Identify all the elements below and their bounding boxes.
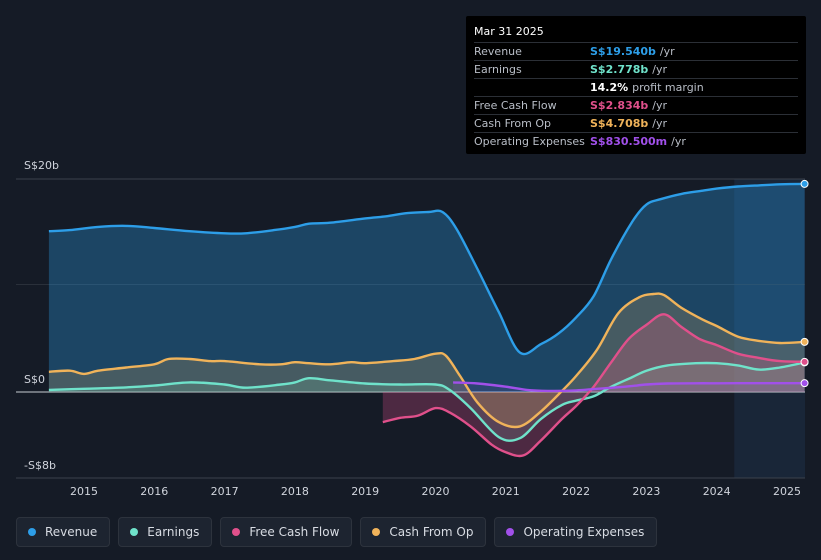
series-areas [48,183,805,457]
tooltip-value: S$2.778b [590,63,649,76]
legend-label: Free Cash Flow [249,525,340,539]
legend-label: Cash From Op [389,525,474,539]
free-cash-flow-line [382,313,805,458]
tooltip-unit: /yr [671,135,686,148]
x-tick-label: 2020 [422,485,450,498]
earnings-line [48,361,805,442]
tooltip-unit: /yr [659,45,675,58]
tooltip-unit: /yr [652,63,667,76]
tooltip-row-free-cash-flow: Free Cash Flow S$2.834b /yr [474,96,798,114]
highlight-region [734,179,805,478]
revenue-line [48,182,805,356]
tooltip-label: Operating Expenses [474,135,585,148]
earnings-area [48,362,805,441]
tooltip-value: S$830.500m [590,135,668,148]
tooltip-date: Mar 31 2025 [474,25,544,38]
data-tooltip: Mar 31 2025 Revenue S$19.540b /yr Earnin… [466,16,806,154]
x-tick-label: 2017 [211,485,239,498]
x-tick-label: 2018 [281,485,309,498]
series-lines [48,182,805,458]
cash-from-op-end-marker [800,337,809,346]
revenue-area [48,183,805,392]
tooltip-value: S$4.708b [590,117,649,130]
earnings-dot-icon [130,528,139,536]
operating-expenses-end-marker [800,379,809,388]
x-tick-label: 2023 [632,485,660,498]
tooltip-label: Earnings [474,63,522,76]
x-tick-label: 2019 [351,485,379,498]
x-tick-label: 2016 [140,485,168,498]
chart-grid [16,178,805,479]
legend-label: Revenue [45,525,98,539]
tooltip-label: Cash From Op [474,117,552,130]
tooltip-label: Free Cash Flow [474,99,557,112]
operating-expenses-dot-icon [506,528,515,536]
y-axis: S$20b S$0 -S$8b [24,159,59,472]
free-cash-flow-area [382,314,805,457]
revenue-end-marker [800,179,809,188]
tooltip-row-operating-expenses: Operating Expenses S$830.500m /yr [474,132,798,150]
x-tick-label: 2025 [773,485,801,498]
tooltip-label [474,79,590,96]
free-cash-flow-end-marker [800,357,809,366]
tooltip-row-profit-margin: 14.2% profit margin [474,78,798,96]
legend-item-free-cash-flow[interactable]: Free Cash Flow [220,517,353,547]
tooltip-row-revenue: Revenue S$19.540b /yr [474,42,798,60]
tooltip-value: 14.2% [590,81,629,94]
x-tick-label: 2022 [562,485,590,498]
x-tick-label: 2021 [492,485,520,498]
x-axis: 2015 2016 2017 2018 2019 2020 2021 2022 2023 2024… [70,485,801,498]
tooltip-value: S$19.540b [590,45,656,58]
chart-legend: Revenue Earnings Free Cash Flow Cash Fro… [16,517,665,549]
legend-label: Operating Expenses [523,525,645,539]
tooltip-value: S$2.834b [590,99,649,112]
y-tick-label: S$20b [24,159,59,172]
cash-from-op-line [48,292,805,429]
x-tick-label: 2024 [703,485,731,498]
tooltip-unit: /yr [652,117,667,130]
legend-item-cash-from-op[interactable]: Cash From Op [360,517,487,547]
y-tick-label: -S$8b [24,459,56,472]
legend-item-operating-expenses[interactable]: Operating Expenses [494,517,658,547]
free-cash-flow-dot-icon [232,528,241,536]
tooltip-label: Revenue [474,45,522,58]
y-tick-label: S$0 [24,373,45,386]
operating-expenses-line [453,381,805,393]
tooltip-unit: /yr [652,99,667,112]
x-tick-label: 2015 [70,485,98,498]
tooltip-unit: profit margin [632,81,704,94]
tooltip-row-earnings: Earnings S$2.778b /yr [474,60,798,78]
legend-item-earnings[interactable]: Earnings [118,517,213,547]
revenue-dot-icon [28,528,36,536]
tooltip-row-cash-from-op: Cash From Op S$4.708b /yr [474,114,798,132]
legend-item-revenue[interactable]: Revenue [16,517,111,547]
cash-from-op-area [48,293,805,428]
cash-from-op-dot-icon [372,528,381,536]
series-end-markers [800,179,809,388]
legend-label: Earnings [147,525,200,539]
